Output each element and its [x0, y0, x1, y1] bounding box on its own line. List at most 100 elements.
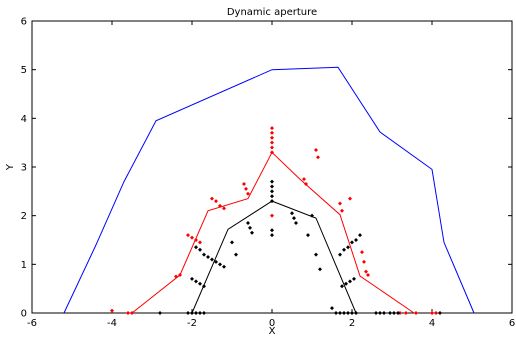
series-point-3 — [186, 233, 190, 238]
series-point-4 — [338, 311, 342, 315]
series-point-4 — [270, 199, 274, 204]
series-point-4 — [382, 311, 386, 315]
series-point-3 — [174, 274, 178, 279]
series-point-3 — [404, 311, 408, 315]
series-point-4 — [194, 279, 198, 284]
series-point-4 — [350, 311, 354, 315]
series-point-4 — [396, 311, 400, 315]
series-point-4 — [314, 252, 318, 257]
series-point-4 — [270, 194, 274, 199]
series-point-4 — [340, 284, 344, 289]
series-point-4 — [214, 259, 218, 264]
series-point-3 — [270, 135, 274, 140]
series-point-3 — [270, 213, 274, 218]
series-point-4 — [388, 311, 392, 315]
series-point-3 — [340, 208, 344, 213]
plot-area — [31, 20, 513, 314]
series-point-4 — [270, 189, 274, 194]
series-point-4 — [198, 311, 202, 315]
series-point-4 — [190, 276, 194, 281]
series-point-3 — [304, 182, 308, 187]
series-point-3 — [214, 199, 218, 204]
series-point-4 — [210, 257, 214, 262]
series-point-3 — [110, 308, 114, 313]
series-point-4 — [270, 184, 274, 189]
series-point-4 — [218, 262, 222, 267]
series-point-4 — [230, 240, 234, 245]
x-tick-label: 6 — [509, 318, 515, 329]
x-tick-label: -6 — [27, 318, 37, 329]
series-point-3 — [210, 196, 214, 201]
series-point-4 — [190, 311, 194, 315]
series-point-4 — [250, 230, 254, 235]
series-point-3 — [242, 182, 246, 187]
series-point-3 — [218, 203, 222, 208]
series-point-4 — [334, 311, 338, 315]
series-point-4 — [358, 233, 362, 238]
series-point-4 — [246, 220, 250, 225]
series-point-4 — [392, 311, 396, 315]
chart-title: Dynamic aperture — [227, 7, 317, 18]
series-point-3 — [178, 273, 182, 278]
series-point-3 — [434, 311, 438, 315]
series-point-4 — [306, 233, 310, 238]
series-point-3 — [190, 235, 194, 240]
series-point-4 — [342, 311, 346, 315]
series-point-4 — [294, 220, 298, 225]
y-tick-label: 3 — [21, 163, 27, 174]
series-point-4 — [344, 281, 348, 286]
series-point-3 — [222, 206, 226, 211]
series-point-4 — [158, 311, 162, 315]
series-point-4 — [350, 240, 354, 245]
series-point-3 — [126, 311, 130, 315]
y-tick-label: 2 — [21, 211, 27, 222]
series-point-3 — [338, 201, 342, 206]
series-point-4 — [352, 276, 356, 281]
series-point-3 — [414, 311, 418, 315]
y-tick-label: 6 — [21, 17, 27, 28]
series-point-4 — [270, 179, 274, 184]
series-point-4 — [348, 279, 352, 284]
series-point-3 — [198, 240, 202, 245]
series-point-3 — [316, 155, 320, 160]
series-point-3 — [362, 259, 366, 264]
series-point-4 — [310, 213, 314, 218]
series-point-4 — [330, 306, 334, 311]
series-point-3 — [430, 311, 434, 315]
x-tick-label: 2 — [349, 318, 355, 329]
series-point-3 — [366, 273, 370, 278]
series-point-3 — [130, 311, 134, 315]
series-point-4 — [234, 252, 238, 257]
series-point-4 — [270, 228, 274, 233]
series-point-4 — [206, 255, 210, 260]
series-point-4 — [194, 311, 198, 315]
series-point-4 — [292, 216, 296, 221]
series-point-4 — [290, 211, 294, 216]
plot-series — [63, 66, 475, 315]
y-tick-label: 0 — [21, 309, 27, 320]
series-point-4 — [248, 225, 252, 230]
series-point-4 — [346, 311, 350, 315]
series-point-4 — [194, 245, 198, 250]
series-point-3 — [270, 130, 274, 135]
series-point-4 — [374, 311, 378, 315]
series-point-4 — [354, 238, 358, 242]
x-axis-label: X — [269, 326, 276, 337]
series-point-4 — [202, 252, 206, 257]
series-point-4 — [338, 252, 342, 257]
x-tick-label: 0 — [269, 318, 275, 329]
series-point-3 — [270, 145, 274, 150]
x-tick-label: 4 — [429, 318, 435, 329]
x-tick-label: -2 — [187, 318, 197, 329]
series-point-4 — [346, 245, 350, 250]
series-point-4 — [222, 264, 226, 269]
series-point-3 — [246, 191, 250, 196]
series-point-3 — [270, 126, 274, 131]
y-tick-label: 1 — [21, 260, 27, 271]
series-point-4 — [354, 311, 358, 315]
series-point-4 — [198, 281, 202, 286]
series-line-0 — [63, 66, 475, 314]
series-point-3 — [364, 269, 368, 274]
series-point-3 — [314, 147, 318, 152]
